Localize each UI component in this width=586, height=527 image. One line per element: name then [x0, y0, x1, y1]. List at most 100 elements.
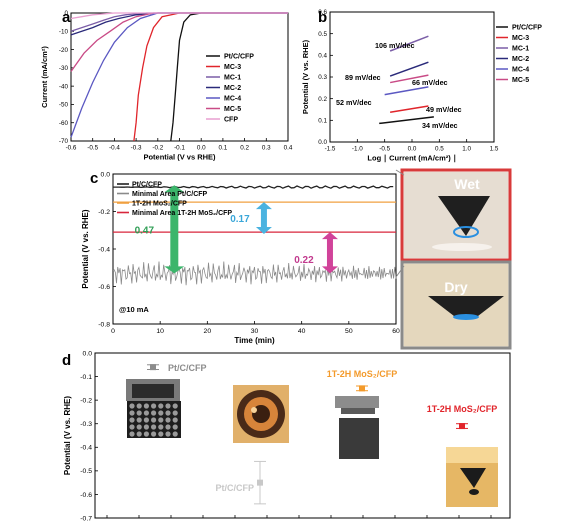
- x-tick-label: 60: [392, 328, 400, 335]
- series-line-MC-1: [70, 12, 288, 32]
- panel-a-lsv-chart: -0.6 -0.5 -0.4 -0.3 -0.2 -0.1 0.0 0.1 0.2 0.3 0.4 0…: [40, 10, 293, 161]
- y-tick-label: -0.3: [80, 421, 92, 428]
- x-tick-label: -0.6: [66, 144, 77, 151]
- y-tick-label: -0.4: [80, 445, 92, 452]
- y-tick-label: 0.0: [318, 139, 327, 146]
- slope-annotation: 34 mV/dec: [422, 121, 458, 130]
- photo-dot: [136, 410, 142, 416]
- photo-dot: [143, 417, 149, 423]
- y-tick-label: 0.6: [318, 9, 327, 16]
- photo-dot: [172, 424, 178, 430]
- photo-dot: [143, 424, 149, 430]
- x-tick-label: 0: [111, 328, 115, 335]
- x-tick-label: 20: [204, 328, 212, 335]
- photo-dot: [136, 417, 142, 423]
- photo-dot: [165, 410, 171, 416]
- panel-d-summary-chart: 0.0 -0.1 -0.2 -0.3 -0.4 -0.5 -0.6 -0.7 Potential…: [63, 350, 511, 522]
- ptc-electrode-photo: [126, 379, 181, 438]
- wet-photo: Wet: [400, 168, 512, 262]
- y-tick-label: 0.0: [83, 350, 93, 357]
- photo-dot: [136, 424, 142, 430]
- photo-dot: [172, 417, 178, 423]
- y-tick-label: -0.1: [80, 374, 92, 381]
- series-line-MC-2: [70, 12, 288, 36]
- difference-arrow: [321, 232, 338, 274]
- legend-label: MC-3: [224, 64, 241, 71]
- panel-label-a: a: [62, 9, 71, 26]
- y-tick-label: -10: [59, 28, 69, 35]
- legend-label: Minimal Area Pt/C/CFP: [132, 191, 208, 198]
- point-label: 1T-2H MoS₂/CFP: [327, 369, 398, 379]
- minimal-mos2-photo: [446, 447, 498, 507]
- difference-label: 0.47: [135, 225, 155, 236]
- y-tick-label: -0.5: [80, 468, 92, 475]
- wet-connector-line: [395, 169, 405, 176]
- slope-annotation: 106 mV/dec: [375, 41, 415, 50]
- legend-label: MC-4: [512, 66, 529, 73]
- y-tick-label: -70: [59, 138, 69, 145]
- photo-dot: [172, 410, 178, 416]
- difference-label: 0.22: [294, 255, 314, 266]
- sample-ring-photo: [233, 385, 289, 443]
- photo-dot: [165, 424, 171, 430]
- x-tick-label: -0.1: [174, 144, 185, 151]
- photo-dot: [151, 410, 157, 416]
- slope-annotation: 66 mV/dec: [412, 78, 448, 87]
- tafel-line-MC-1: [389, 35, 429, 52]
- y-tick-label: -0.2: [98, 209, 110, 216]
- x-tick-label: 0.4: [284, 144, 293, 151]
- photo-dot: [151, 431, 157, 437]
- panel-label-b: b: [318, 9, 327, 26]
- tafel-line-MC-4: [384, 86, 429, 96]
- x-tick-label: 0.0: [408, 145, 417, 152]
- legend-label: MC-5: [512, 77, 529, 84]
- legend-label: MC-2: [512, 56, 529, 63]
- mos2-electrode-photo: [335, 396, 379, 459]
- x-tick-label: 0.1: [219, 144, 228, 151]
- photo-dot: [165, 431, 171, 437]
- tafel-line-MC-2: [389, 61, 429, 77]
- x-tick-label: -0.4: [109, 144, 120, 151]
- point-label: Pt/C/CFP: [215, 483, 254, 493]
- legend-label: MC-4: [224, 95, 241, 102]
- legend-label: MC-1: [224, 74, 241, 81]
- photo-dot: [129, 431, 135, 437]
- panel-c-photos: Wet Dry: [395, 168, 512, 350]
- photo-dot: [136, 403, 142, 409]
- dry-probe-shape: [428, 296, 504, 316]
- slope-annotation: 52 mV/dec: [336, 98, 372, 107]
- legend-label: Pt/C/CFP: [132, 182, 162, 189]
- legend-label: Pt/C/CFP: [512, 24, 542, 31]
- photo-dot: [129, 403, 135, 409]
- y-tick-label: -0.7: [80, 515, 92, 522]
- y-tick-label: -20: [59, 47, 69, 54]
- photo-dot: [143, 431, 149, 437]
- y-tick-label: -0.8: [98, 321, 110, 328]
- x-tick-label: 0.5: [435, 145, 444, 152]
- slope-annotation: 49 mV/dec: [426, 105, 462, 114]
- panel-d-photos: [126, 379, 498, 507]
- y-tick-label: 0.3: [318, 74, 327, 81]
- slope-annotation: 89 mV/dec: [345, 73, 381, 82]
- x-tick-label: 50: [345, 328, 353, 335]
- tafel-line-Pt/C/CFP: [379, 116, 434, 125]
- y-tick-label: -60: [59, 120, 69, 127]
- stability-line-ptc: [113, 185, 394, 189]
- y-tick-label: -40: [59, 83, 69, 90]
- wet-droplet-shape: [453, 226, 479, 238]
- x-tick-label: 30: [251, 328, 259, 335]
- legend-label: Pt/C/CFP: [224, 53, 254, 60]
- dry-connector-line: [395, 265, 405, 278]
- x-tick-label: 1.0: [462, 145, 471, 152]
- wet-probe-shape: [438, 196, 490, 236]
- x-axis-label: Time (min): [234, 336, 275, 345]
- photo-dot: [151, 417, 157, 423]
- legend-label: MC-5: [224, 106, 241, 113]
- legend-label: 1T-2H MoS₂/CFP: [132, 201, 187, 208]
- data-point: [150, 364, 156, 371]
- photo-dot: [158, 417, 164, 423]
- photo-dot: [158, 431, 164, 437]
- legend-label: CFP: [224, 116, 238, 123]
- x-tick-label: 0.2: [240, 144, 249, 151]
- y-tick-label: 0: [64, 10, 68, 17]
